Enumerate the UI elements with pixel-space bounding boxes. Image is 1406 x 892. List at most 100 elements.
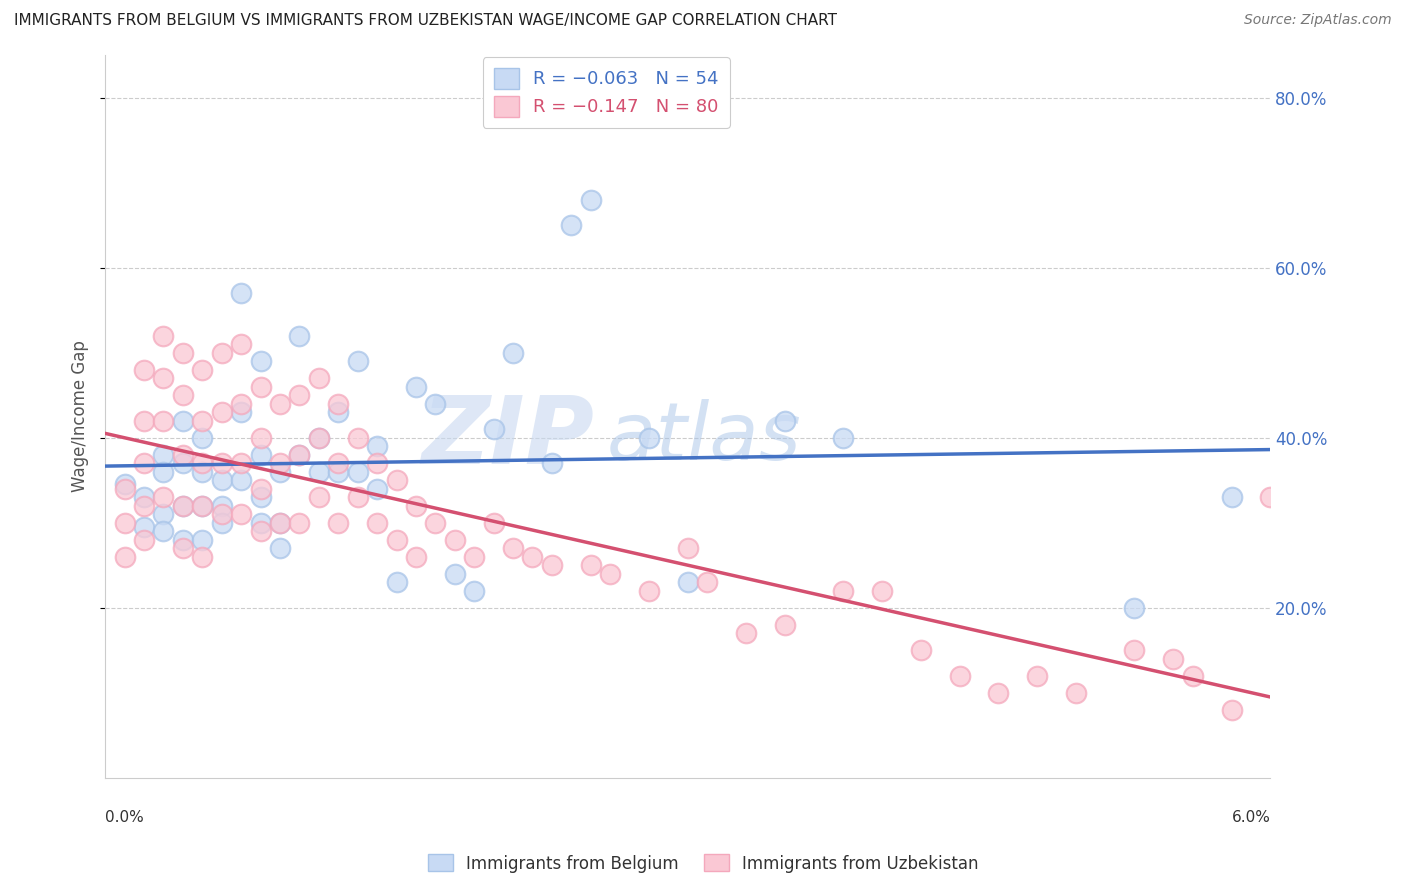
- Point: [191, 456, 214, 470]
- Point: [249, 524, 271, 538]
- Point: [560, 218, 582, 232]
- Point: [172, 499, 194, 513]
- Point: [599, 566, 621, 581]
- Point: [172, 345, 194, 359]
- Point: [249, 490, 271, 504]
- Point: [114, 549, 136, 564]
- Text: atlas: atlas: [606, 399, 801, 477]
- Point: [910, 643, 932, 657]
- Point: [152, 414, 174, 428]
- Point: [191, 549, 214, 564]
- Point: [132, 414, 155, 428]
- Point: [328, 456, 350, 470]
- Point: [211, 507, 233, 521]
- Point: [249, 482, 271, 496]
- Point: [346, 490, 368, 504]
- Point: [191, 499, 214, 513]
- Point: [308, 431, 330, 445]
- Point: [172, 533, 194, 547]
- Point: [541, 456, 564, 470]
- Point: [288, 516, 311, 530]
- Point: [773, 414, 796, 428]
- Point: [172, 541, 194, 555]
- Point: [1181, 668, 1204, 682]
- Point: [269, 465, 291, 479]
- Point: [249, 379, 271, 393]
- Point: [443, 533, 465, 547]
- Point: [288, 448, 311, 462]
- Point: [132, 456, 155, 470]
- Point: [443, 566, 465, 581]
- Point: [346, 431, 368, 445]
- Text: 0.0%: 0.0%: [105, 810, 143, 825]
- Point: [502, 345, 524, 359]
- Point: [211, 516, 233, 530]
- Point: [1026, 668, 1049, 682]
- Point: [172, 388, 194, 402]
- Point: [114, 516, 136, 530]
- Point: [328, 396, 350, 410]
- Point: [269, 516, 291, 530]
- Point: [328, 516, 350, 530]
- Point: [249, 448, 271, 462]
- Point: [1064, 685, 1087, 699]
- Point: [269, 516, 291, 530]
- Point: [249, 431, 271, 445]
- Point: [832, 583, 855, 598]
- Point: [987, 685, 1010, 699]
- Point: [638, 583, 661, 598]
- Point: [832, 431, 855, 445]
- Point: [346, 465, 368, 479]
- Point: [288, 328, 311, 343]
- Point: [366, 482, 388, 496]
- Point: [191, 465, 214, 479]
- Point: [191, 414, 214, 428]
- Point: [152, 490, 174, 504]
- Point: [269, 456, 291, 470]
- Point: [328, 405, 350, 419]
- Point: [211, 345, 233, 359]
- Point: [1123, 600, 1146, 615]
- Point: [308, 371, 330, 385]
- Point: [502, 541, 524, 555]
- Point: [1220, 702, 1243, 716]
- Text: 6.0%: 6.0%: [1232, 810, 1271, 825]
- Point: [249, 516, 271, 530]
- Point: [191, 362, 214, 376]
- Text: IMMIGRANTS FROM BELGIUM VS IMMIGRANTS FROM UZBEKISTAN WAGE/INCOME GAP CORRELATIO: IMMIGRANTS FROM BELGIUM VS IMMIGRANTS FR…: [14, 13, 837, 29]
- Point: [132, 362, 155, 376]
- Point: [579, 558, 602, 573]
- Point: [405, 549, 427, 564]
- Text: Source: ZipAtlas.com: Source: ZipAtlas.com: [1244, 13, 1392, 28]
- Point: [385, 575, 408, 590]
- Point: [1123, 643, 1146, 657]
- Y-axis label: Wage/Income Gap: Wage/Income Gap: [72, 341, 89, 492]
- Point: [425, 516, 447, 530]
- Point: [366, 516, 388, 530]
- Point: [152, 524, 174, 538]
- Point: [114, 477, 136, 491]
- Point: [231, 507, 253, 521]
- Point: [522, 549, 544, 564]
- Point: [328, 465, 350, 479]
- Point: [676, 541, 699, 555]
- Point: [385, 473, 408, 487]
- Point: [405, 499, 427, 513]
- Point: [288, 388, 311, 402]
- Point: [114, 482, 136, 496]
- Point: [249, 354, 271, 368]
- Point: [172, 499, 194, 513]
- Point: [1220, 490, 1243, 504]
- Point: [152, 448, 174, 462]
- Point: [269, 541, 291, 555]
- Point: [211, 473, 233, 487]
- Point: [172, 456, 194, 470]
- Point: [482, 422, 505, 436]
- Point: [132, 533, 155, 547]
- Point: [132, 499, 155, 513]
- Point: [231, 456, 253, 470]
- Point: [191, 533, 214, 547]
- Point: [231, 396, 253, 410]
- Legend: R = −0.063   N = 54, R = −0.147   N = 80: R = −0.063 N = 54, R = −0.147 N = 80: [482, 57, 730, 128]
- Point: [579, 193, 602, 207]
